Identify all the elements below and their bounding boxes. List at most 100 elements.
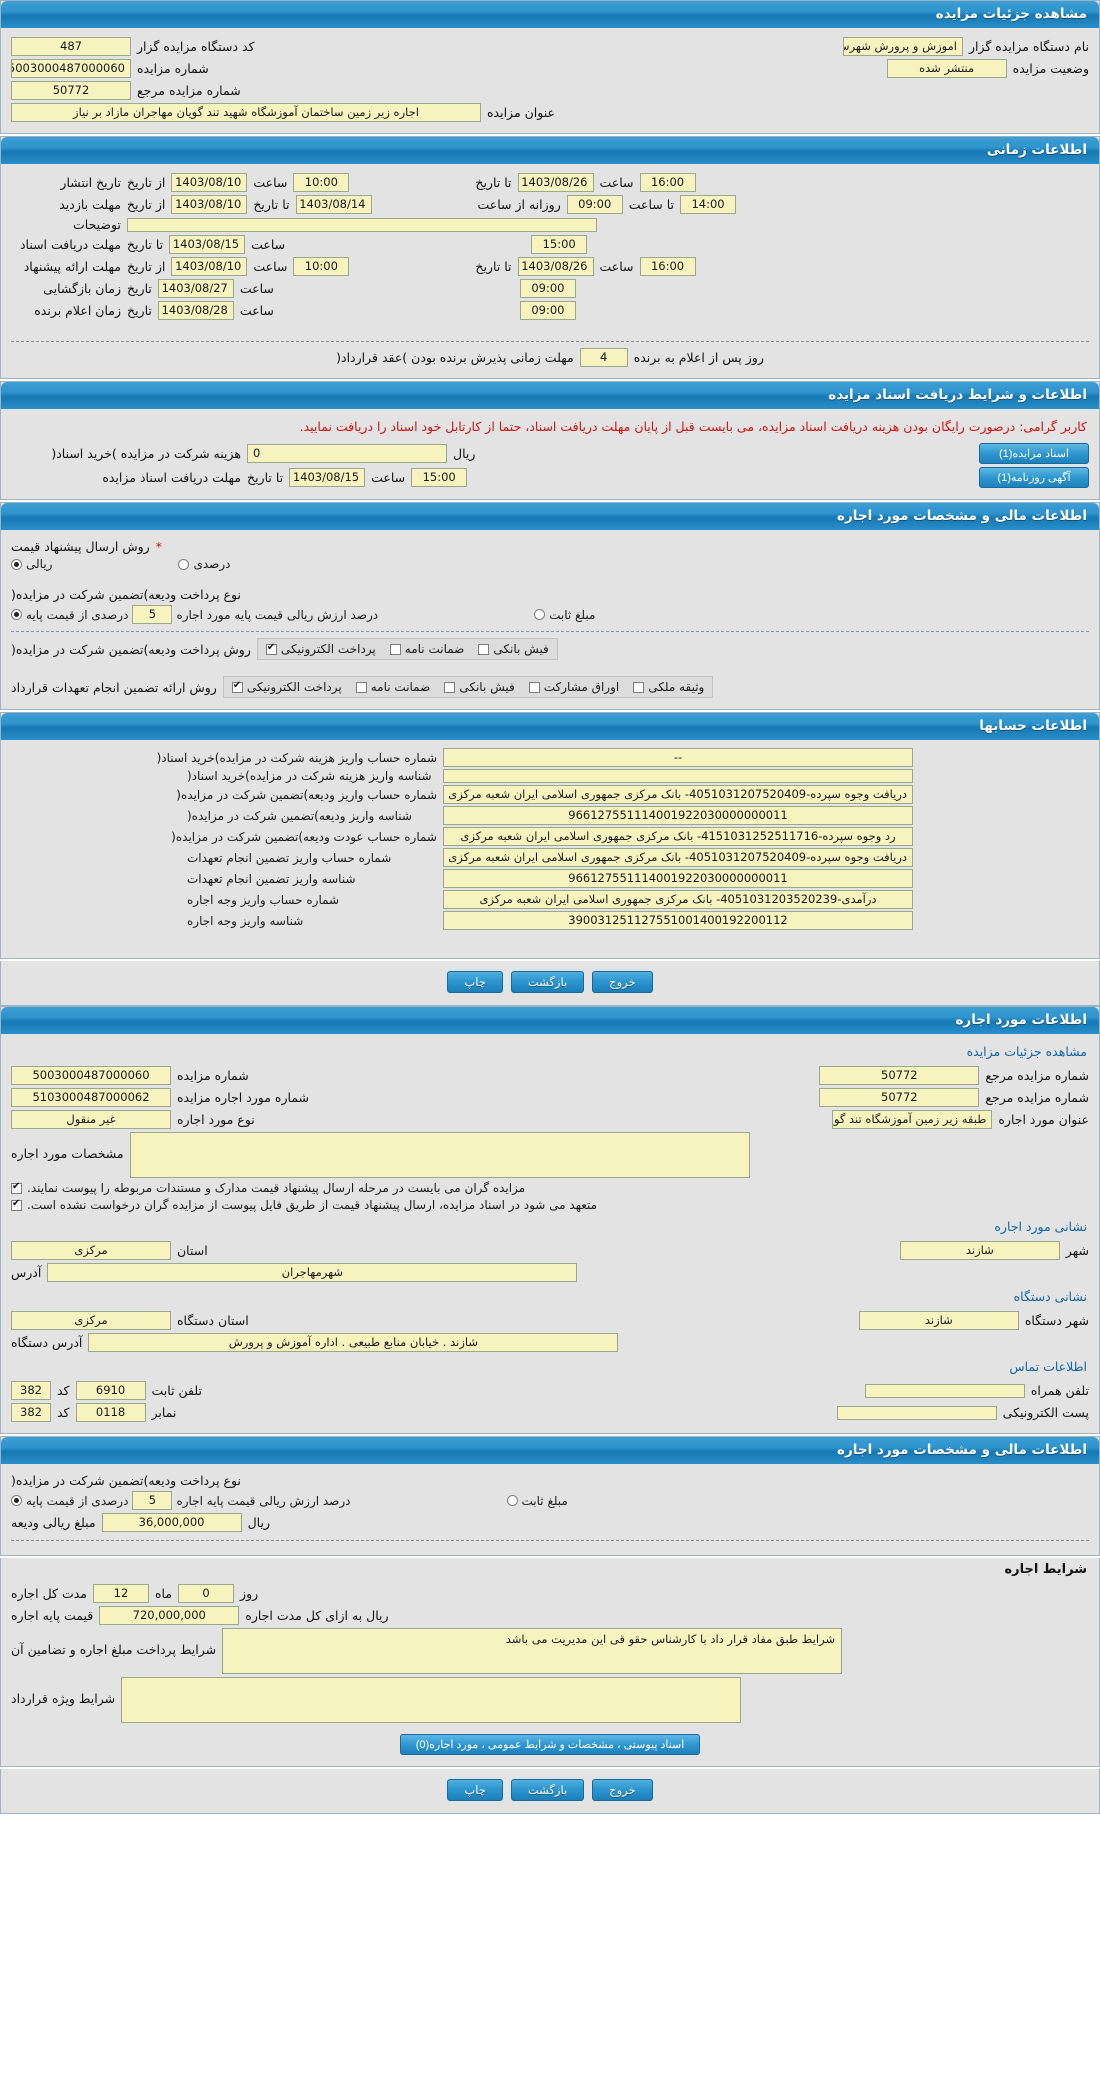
value-auction-title: اجاره زیر زمین ساختمان آموزشگاه شهید تند… bbox=[11, 103, 481, 122]
deposit-type-label: نوع پرداخت ودیعه)تضمین شرکت در مزایده( bbox=[11, 587, 241, 602]
chk-guarantee-letter-deposit-box[interactable] bbox=[389, 643, 401, 655]
timing-row0-d1-label: از تاریخ bbox=[127, 175, 166, 190]
radio-rial[interactable]: ریالی bbox=[11, 557, 52, 571]
account-value-3: 966127551114001922030000000011 bbox=[443, 806, 913, 825]
fax-code-label: کد bbox=[57, 1405, 70, 1420]
org-city-value: شازند bbox=[858, 1311, 1019, 1330]
auction-details-page: مشاهده جزئیات مزایده نام دستگاه مزایده گ… bbox=[0, 0, 1100, 1814]
chk-guarantee-letter-deposit[interactable]: ضمانت نامه bbox=[389, 642, 464, 656]
chk-epayment-deposit[interactable]: پرداخت الکترونیکی bbox=[265, 642, 376, 656]
mobile-label: تلفن همراه bbox=[1030, 1383, 1089, 1398]
org-province-label: استان دستگاه bbox=[177, 1313, 249, 1328]
lease-radio-percent-circle[interactable] bbox=[11, 1495, 22, 1506]
section-financial: اطلاعات مالی و مشخصات مورد اجاره * روش ا… bbox=[0, 502, 1100, 710]
percent-suffix: درصد ارزش ریالی قیمت پایه مورد اجاره bbox=[176, 607, 379, 622]
chk-epayment-contract-box[interactable] bbox=[231, 680, 243, 693]
section-lease-info: اطلاعات مورد اجاره مشاهده جزئیات مزایده … bbox=[0, 1006, 1100, 1434]
print-button-bottom[interactable]: چاپ bbox=[447, 1779, 503, 1801]
chk-bank-receipt-deposit-box[interactable] bbox=[478, 643, 490, 655]
chk-epayment-deposit-box[interactable] bbox=[265, 642, 277, 655]
timing-row0-name: تاریخ انتشار bbox=[60, 175, 121, 190]
account-value-2: دریافت وجوه سپرده-4051031207520409- بانک… bbox=[443, 785, 913, 804]
timing-row0-h1: 10:00 bbox=[293, 173, 350, 192]
radio-fixed-amount[interactable]: مبلغ ثابت bbox=[534, 608, 595, 622]
value-auction-no: 5003000487000060 bbox=[11, 59, 131, 78]
back-button-bottom[interactable]: بازگشت bbox=[510, 1779, 585, 1801]
duration-label: مدت کل اجاره bbox=[11, 1586, 87, 1601]
doc-warning-text: کاربر گرامی: درصورت رایگان بودن هزینه در… bbox=[299, 419, 1087, 434]
org-address-section-label: نشانی دستگاه bbox=[1013, 1289, 1087, 1304]
timing-row0-h2: 16:00 bbox=[639, 173, 696, 192]
account-value-6: 966127551114001922030000000011 bbox=[443, 869, 913, 888]
chk-bank-receipt-contract[interactable]: فیش بانکی bbox=[444, 680, 515, 694]
deposit-method-label: روش پرداخت ودیعه)تضمین شرکت در مزایده( bbox=[11, 641, 251, 657]
lease-note1-text: مزایده گران می بایست در مرحله ارسال پیشن… bbox=[27, 1181, 526, 1195]
radio-percent-label: درصدی bbox=[193, 557, 231, 571]
lease-radio-fixed-circle[interactable] bbox=[506, 1495, 518, 1506]
tel-code-label: کد bbox=[57, 1383, 70, 1398]
chk-participation-bonds[interactable]: اوراق مشارکت bbox=[528, 680, 619, 694]
attachments-button[interactable]: اسناد پیوستی ، مشخصات و شرایط عمومی ، مو… bbox=[400, 1734, 700, 1755]
exit-button-top[interactable]: خروج bbox=[592, 971, 653, 993]
lease-province-label: استان bbox=[177, 1243, 208, 1258]
timing-row0-d2: 1403/08/26 bbox=[517, 173, 594, 192]
value-org-code: 487 bbox=[11, 37, 131, 56]
value-org-name: اموزش و پرورش شهرستان bbox=[842, 37, 963, 56]
chk-property-deed-box[interactable] bbox=[633, 681, 645, 693]
org-address-label: آدرس دستگاه bbox=[11, 1335, 83, 1350]
special-terms-label: شرایط ویژه قرارداد bbox=[11, 1691, 116, 1706]
exit-button-bottom[interactable]: خروج bbox=[592, 1779, 653, 1801]
lease-sub-title: مشاهده جزئیات مزایده bbox=[966, 1044, 1087, 1059]
chk-epayment-contract[interactable]: پرداخت الکترونیکی bbox=[231, 680, 342, 694]
lease-type-label: نوع مورد اجاره bbox=[177, 1112, 255, 1127]
lease-no: 5103000487000062 bbox=[11, 1088, 171, 1107]
lease-radio-fixed[interactable]: مبلغ ثابت bbox=[506, 1494, 568, 1508]
label-org-code: کد دستگاه مزایده گزار bbox=[137, 39, 255, 54]
newspaper-ad-button[interactable]: آگهی روزنامه(1) bbox=[979, 467, 1089, 488]
mobile-value bbox=[864, 1383, 1025, 1398]
chk-guarantee-letter-contract[interactable]: ضمانت نامه bbox=[355, 680, 430, 694]
chk-property-deed[interactable]: وثیقه ملکی bbox=[633, 680, 704, 694]
auction-documents-button[interactable]: اسناد مزایده(1) bbox=[979, 443, 1089, 464]
account-value-5: دریافت وجوه سپرده-4051031207520409- بانک… bbox=[443, 848, 913, 867]
timing-desc-value bbox=[127, 217, 597, 232]
chk-bank-receipt-deposit[interactable]: فیش بانکی bbox=[478, 642, 549, 656]
section-auction-details: مشاهده جزئیات مزایده نام دستگاه مزایده گ… bbox=[0, 0, 1100, 134]
timing-row1-h1: 1403/08/14 bbox=[295, 195, 372, 214]
radio-percent-base-circle[interactable] bbox=[11, 609, 22, 620]
timing-row0-d2-label: تا تاریخ bbox=[475, 175, 512, 190]
section-title-docs: اطلاعات و شرایط دریافت اسناد مزایده bbox=[1, 382, 1099, 409]
section-lease-terms: شرایط اجاره روز 0 ماه 12 مدت کل اجاره ری… bbox=[0, 1558, 1100, 1767]
timing-row1-h1-label: تا تاریخ bbox=[253, 197, 290, 212]
radio-fixed-amount-circle[interactable] bbox=[534, 609, 546, 620]
timing-row1-name: مهلت بازدید bbox=[59, 197, 121, 212]
radio-percent-circle[interactable] bbox=[178, 558, 190, 570]
lease-percent-suffix: درصد ارزش ریالی قیمت پایه اجاره bbox=[176, 1493, 351, 1508]
radio-percent-base[interactable]: درصد ارزش ریالی قیمت پایه مورد اجاره 5 د… bbox=[11, 605, 378, 624]
deposit-amount-unit: ریال bbox=[247, 1515, 270, 1530]
print-button-top[interactable]: چاپ bbox=[447, 971, 503, 993]
button-row-bottom: خروج بازگشت چاپ bbox=[0, 1769, 1100, 1814]
timing-row2-d1-label: تا تاریخ bbox=[127, 237, 164, 252]
radio-rial-circle[interactable] bbox=[11, 558, 22, 570]
radio-percent[interactable]: درصدی bbox=[178, 557, 230, 571]
lease-radio-percent[interactable]: درصد ارزش ریالی قیمت پایه اجاره 5 درصدی … bbox=[11, 1491, 351, 1510]
button-row-top: خروج بازگشت چاپ bbox=[0, 961, 1100, 1006]
email-label: پست الکترونیکی bbox=[1002, 1405, 1089, 1420]
timing-row4-h1-label: ساعت bbox=[239, 281, 274, 296]
lease-note2-checkbox[interactable] bbox=[11, 1198, 22, 1211]
chk-participation-bonds-box[interactable] bbox=[528, 681, 540, 693]
timing-row2-name: مهلت دریافت اسناد bbox=[19, 237, 121, 252]
divider-blue bbox=[11, 631, 1089, 632]
section-lease-financial: اطلاعات مالی و مشخصات مورد اجاره نوع پرد… bbox=[0, 1436, 1100, 1556]
chk-guarantee-letter-contract-box[interactable] bbox=[355, 681, 367, 693]
lease-note1-checkbox[interactable] bbox=[11, 1181, 22, 1194]
account-label-6: شناسه واریز تضمین انجام تعهدات bbox=[187, 871, 356, 886]
section-title-lease-financial: اطلاعات مالی و مشخصات مورد اجاره bbox=[1, 1437, 1099, 1464]
email-value bbox=[836, 1405, 997, 1420]
back-button-top[interactable]: بازگشت bbox=[510, 971, 585, 993]
doc-deadline-hour: 15:00 bbox=[411, 468, 468, 487]
section-accounts: اطلاعات حسابها -- شماره حساب واریز هزینه… bbox=[0, 712, 1100, 959]
tel-label: تلفن ثابت bbox=[151, 1383, 202, 1398]
chk-bank-receipt-contract-box[interactable] bbox=[444, 681, 456, 693]
